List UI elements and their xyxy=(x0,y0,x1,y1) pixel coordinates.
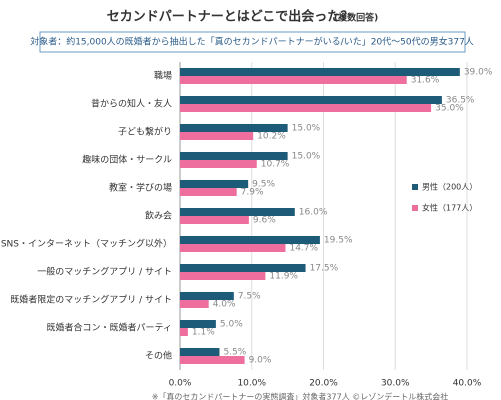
value-label: 9.5% xyxy=(252,180,275,190)
x-tick-label: 30.0% xyxy=(381,379,410,389)
value-label: 10.7% xyxy=(261,160,290,170)
bar xyxy=(180,152,288,160)
value-label: 10.2% xyxy=(257,132,286,142)
footer: ※「真のセカンドパートナーの実態調査」対象者377人 ©レゾンデートル株式会社 xyxy=(152,392,449,400)
legend-label: 女性（177人） xyxy=(422,203,477,213)
bar xyxy=(180,216,249,224)
bar xyxy=(180,208,295,216)
bar xyxy=(180,264,306,272)
x-tick-label: 20.0% xyxy=(309,379,338,389)
bar xyxy=(180,244,286,252)
value-label: 1.1% xyxy=(192,328,215,338)
title-note: (複数回答) xyxy=(334,12,378,24)
subtitle: 対象者：約15,000人の既婚者から抽出した「真のセカンドパートナーがいる/いた… xyxy=(30,36,474,48)
value-label: 11.9% xyxy=(269,272,298,282)
y-tick-label: 飲み会 xyxy=(145,210,172,222)
value-label: 15.0% xyxy=(292,124,321,134)
y-tick-label: 子ども繋がり xyxy=(118,126,172,138)
value-label: 7.5% xyxy=(238,292,261,302)
bar xyxy=(180,124,288,132)
bar xyxy=(180,328,188,336)
value-label: 5.0% xyxy=(220,320,243,330)
value-label: 7.9% xyxy=(241,188,264,198)
y-tick-label: 一般のマッチングアプリ / サイト xyxy=(37,266,172,278)
chart-title: セカンドパートナーとはどこで出会った？ xyxy=(107,9,354,25)
y-tick-label: 教室・学びの場 xyxy=(109,182,172,194)
value-label: 16.0% xyxy=(299,208,328,218)
x-tick-label: 10.0% xyxy=(237,379,266,389)
x-tick-label: 40.0% xyxy=(453,379,482,389)
y-tick-label: 昔からの知人・友人 xyxy=(91,98,172,110)
value-label: 9.6% xyxy=(253,216,276,226)
bar xyxy=(180,104,432,112)
bar xyxy=(180,180,249,188)
y-tick-label: 既婚者合コン・既婚者パーティ xyxy=(47,322,172,334)
bar xyxy=(180,96,442,104)
y-tick-label: SNS・インターネット（マッチング以外） xyxy=(1,238,172,250)
value-label: 36.5% xyxy=(446,96,475,106)
bar xyxy=(180,236,320,244)
value-label: 15.0% xyxy=(292,152,321,162)
value-label: 31.6% xyxy=(411,76,440,86)
x-tick-label: 0.0% xyxy=(169,379,192,389)
legend-label: 男性（200人） xyxy=(422,182,477,192)
bar xyxy=(180,68,460,76)
y-tick-label: その他 xyxy=(145,350,172,362)
bar xyxy=(180,356,245,364)
bar xyxy=(180,292,234,300)
value-label: 5.5% xyxy=(223,348,246,358)
bar xyxy=(180,160,257,168)
bar xyxy=(180,300,209,308)
bar xyxy=(180,348,220,356)
y-tick-label: 趣味の団体・サークル xyxy=(82,154,172,166)
bar xyxy=(180,320,216,328)
bar xyxy=(180,272,266,280)
bar xyxy=(180,76,407,84)
value-label: 19.5% xyxy=(324,236,353,246)
value-label: 9.0% xyxy=(249,356,272,366)
y-tick-label: 既婚者限定のマッチングアプリ / サイト xyxy=(10,294,172,306)
legend-swatch xyxy=(412,205,418,211)
value-label: 14.7% xyxy=(289,244,318,254)
value-label: 35.0% xyxy=(435,104,464,114)
bar xyxy=(180,188,237,196)
value-label: 39.0% xyxy=(464,68,493,78)
value-label: 17.5% xyxy=(310,264,339,274)
value-label: 4.0% xyxy=(213,300,236,310)
subtitle-box xyxy=(39,31,466,53)
legend-swatch xyxy=(412,184,418,190)
y-tick-label: 職場 xyxy=(154,70,172,82)
bar xyxy=(180,132,254,140)
